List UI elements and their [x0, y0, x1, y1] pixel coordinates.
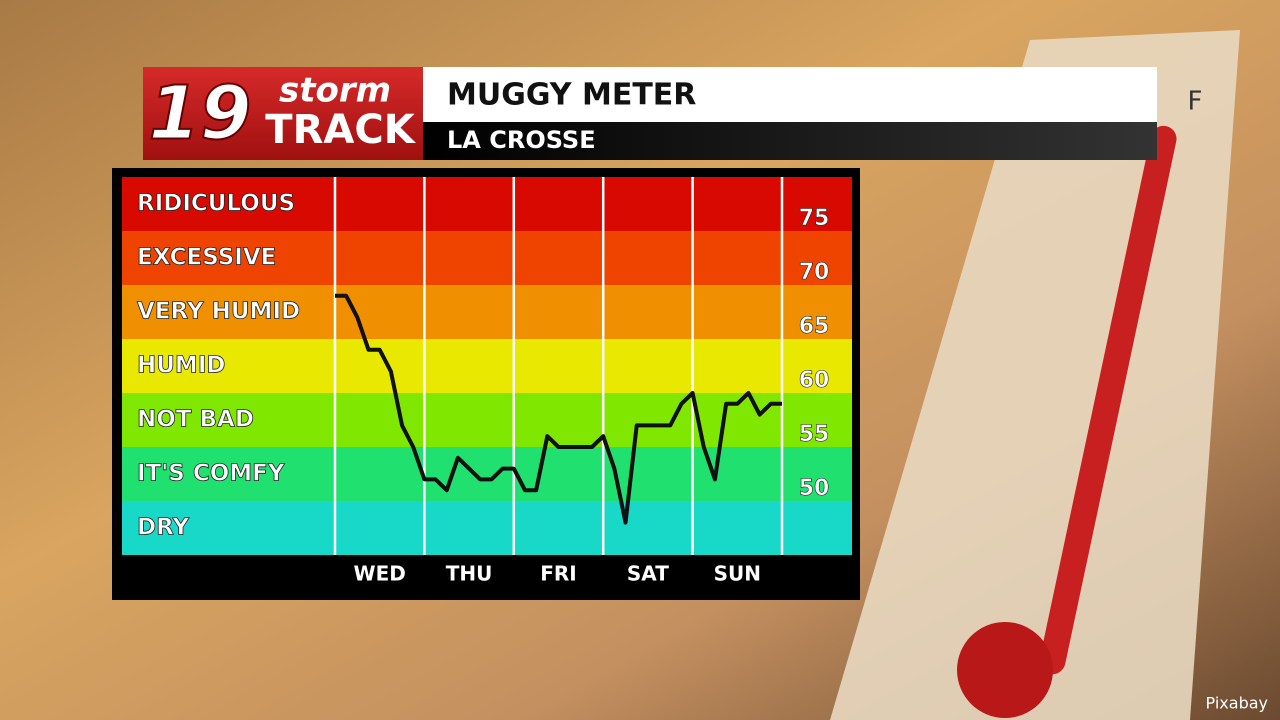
band-label: NOT BAD: [137, 407, 254, 433]
band: [122, 339, 852, 393]
title-bar: [423, 67, 1157, 122]
band: [122, 501, 852, 555]
band: [122, 231, 852, 285]
logo-box: [143, 67, 423, 160]
y-tick-label: 75: [799, 206, 830, 231]
y-tick-label: 55: [799, 422, 830, 447]
band-label: IT'S COMFY: [137, 461, 285, 487]
x-tick-label: THU: [446, 562, 493, 586]
plot: RIDICULOUS EXCESSIVE VERY HUMID HUMID NOT BA…: [122, 177, 852, 586]
logo-word: TRACK: [265, 107, 416, 153]
band: [122, 285, 852, 339]
unit: F: [1188, 87, 1203, 117]
logo-number: 19: [149, 71, 252, 157]
logo-word: storm: [279, 71, 391, 111]
x-tick-label: SUN: [714, 562, 761, 586]
x-tick-label: SAT: [627, 562, 669, 586]
x-tick-label: WED: [354, 562, 406, 586]
chart-subtitle: LA CROSSE: [447, 126, 596, 154]
chart-title: MUGGY METER: [447, 78, 696, 113]
subtitle-bar: [423, 122, 1157, 160]
y-tick-label: 50: [799, 476, 830, 501]
band-label: EXCESSIVE: [137, 245, 276, 271]
y-tick-label: 70: [799, 260, 830, 285]
band: [122, 177, 852, 231]
band-label: VERY HUMID: [137, 299, 300, 325]
band-label: HUMID: [137, 353, 225, 379]
band: [122, 447, 852, 501]
band-label: RIDICULOUS: [137, 191, 295, 217]
data-line: [335, 293, 782, 525]
y-tick-label: 65: [799, 314, 830, 339]
y-tick-label: 60: [799, 368, 830, 393]
x-tick-label: FRI: [540, 562, 577, 586]
band-label: DRY: [137, 515, 190, 541]
credit: Pixabay: [1206, 694, 1268, 713]
thermometer: F: [830, 30, 1240, 720]
